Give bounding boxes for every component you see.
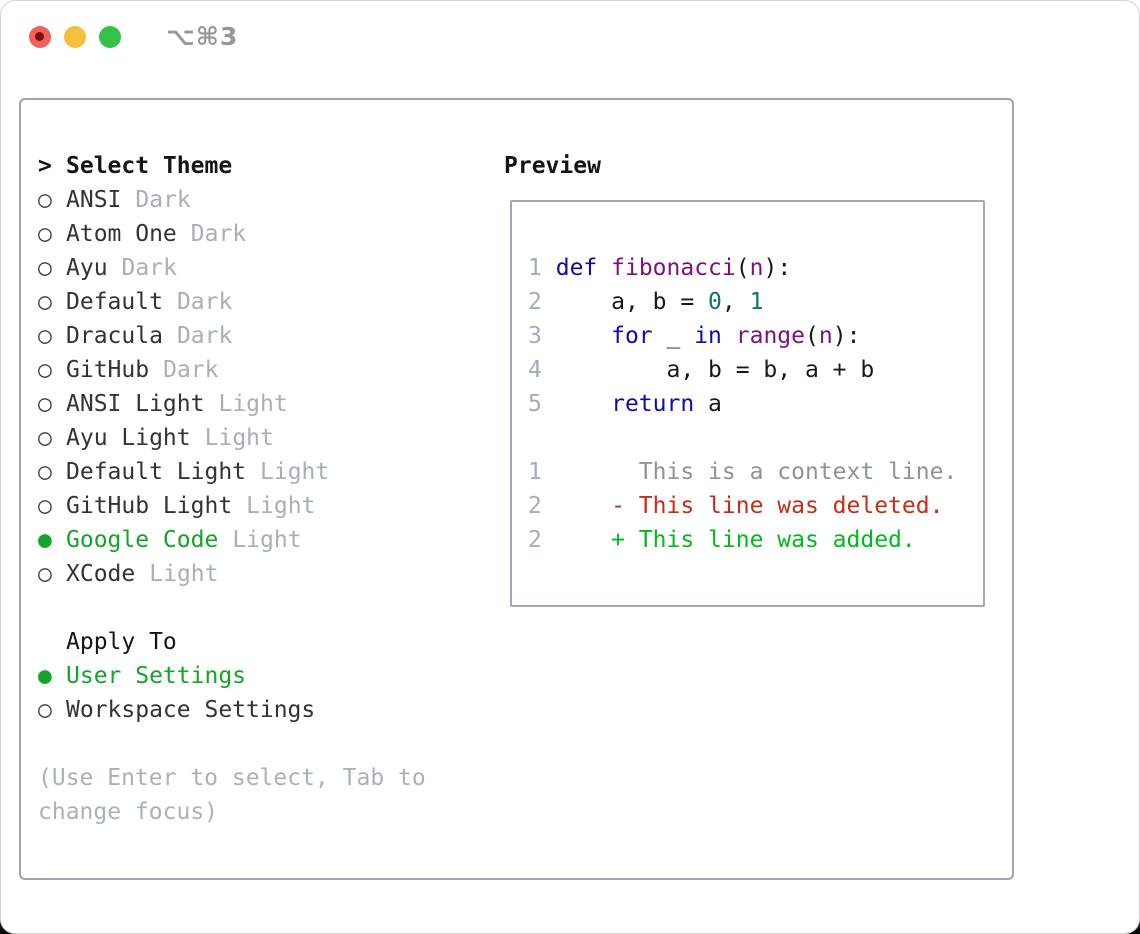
preview-pane: 1 def fibonacci(n): 2 a, b = 0, 1 3 for …: [510, 200, 985, 607]
theme-option-github-light[interactable]: ○ GitHub Light Light: [38, 489, 426, 523]
line-number: 1: [528, 255, 542, 281]
code-preview: 1 def fibonacci(n): 2 a, b = 0, 1 3 for …: [512, 202, 983, 557]
apply-to-header: Apply To: [66, 629, 177, 655]
radio-icon: ○: [38, 289, 52, 315]
radio-icon: ○: [38, 323, 52, 349]
theme-option-ayu-light[interactable]: ○ Ayu Light Light: [38, 421, 426, 455]
radio-icon: ○: [38, 493, 52, 519]
line-number: 4: [528, 357, 542, 383]
preview-title: Preview: [504, 153, 601, 179]
theme-option-github-dark[interactable]: ○ GitHub Dark: [38, 353, 426, 387]
close-dot-icon: [35, 32, 44, 41]
code-line: 4 a, b = b, a + b: [528, 357, 875, 383]
theme-option-ansi-light[interactable]: ○ ANSI Light Light: [38, 387, 426, 421]
select-theme-header: > Select Theme: [38, 149, 426, 183]
close-button[interactable]: [29, 26, 51, 48]
theme-option-default-light[interactable]: ○ Default Light Light: [38, 455, 426, 489]
radio-icon: ○: [38, 459, 52, 485]
theme-panel: > Select Theme ○ ANSI Dark ○ Atom One Dark ○ A…: [38, 149, 426, 829]
radio-icon: ○: [38, 357, 52, 383]
window-title: ⌥⌘3: [166, 22, 239, 51]
code-line: 3 for _ in range(n):: [528, 323, 861, 349]
radio-icon: ○: [38, 391, 52, 417]
radio-icon: ○: [38, 221, 52, 247]
apply-option-workspace-settings[interactable]: ○ Workspace Settings: [38, 693, 426, 727]
code-line: 1 def fibonacci(n):: [528, 255, 792, 281]
radio-icon: ○: [38, 255, 52, 281]
diff-deleted-line: 2 - This line was deleted.: [528, 493, 944, 519]
radio-icon: ○: [38, 697, 52, 723]
line-number: 3: [528, 323, 542, 349]
apply-option-user-settings[interactable]: ● User Settings: [38, 659, 426, 693]
theme-option-dracula-dark[interactable]: ○ Dracula Dark: [38, 319, 426, 353]
code-line: 5 return a: [528, 391, 722, 417]
radio-icon: ○: [38, 187, 52, 213]
line-number: 2: [528, 527, 542, 553]
radio-icon: ○: [38, 561, 52, 587]
radio-selected-icon: ●: [38, 527, 52, 553]
theme-option-atom-one-dark[interactable]: ○ Atom One Dark: [38, 217, 426, 251]
diff-added-line: 2 + This line was added.: [528, 527, 916, 553]
main-panel: > Select Theme ○ ANSI Dark ○ Atom One Dark ○ A…: [19, 98, 1014, 880]
theme-option-ayu-dark[interactable]: ○ Ayu Dark: [38, 251, 426, 285]
line-number: 5: [528, 391, 542, 417]
zoom-button[interactable]: [99, 26, 121, 48]
code-line: 2 a, b = 0, 1: [528, 289, 764, 315]
theme-option-ansi-dark[interactable]: ○ ANSI Dark: [38, 183, 426, 217]
help-text-line-1: (Use Enter to select, Tab to: [38, 765, 426, 791]
select-theme-title: Select Theme: [66, 153, 233, 179]
diff-context-line: 1 This is a context line.: [528, 459, 958, 485]
theme-option-xcode-light[interactable]: ○ XCode Light: [38, 557, 426, 591]
focus-caret-icon: >: [38, 153, 52, 179]
radio-icon: ○: [38, 425, 52, 451]
line-number: 1: [528, 459, 542, 485]
minimize-button[interactable]: [64, 26, 86, 48]
help-text-line-2: change focus): [38, 799, 219, 825]
radio-selected-icon: ●: [38, 663, 52, 689]
theme-option-google-code-light[interactable]: ● Google Code Light: [38, 523, 426, 557]
line-number: 2: [528, 289, 542, 315]
window-titlebar: ⌥⌘3: [0, 0, 1140, 75]
theme-option-default-dark[interactable]: ○ Default Dark: [38, 285, 426, 319]
line-number: 2: [528, 493, 542, 519]
